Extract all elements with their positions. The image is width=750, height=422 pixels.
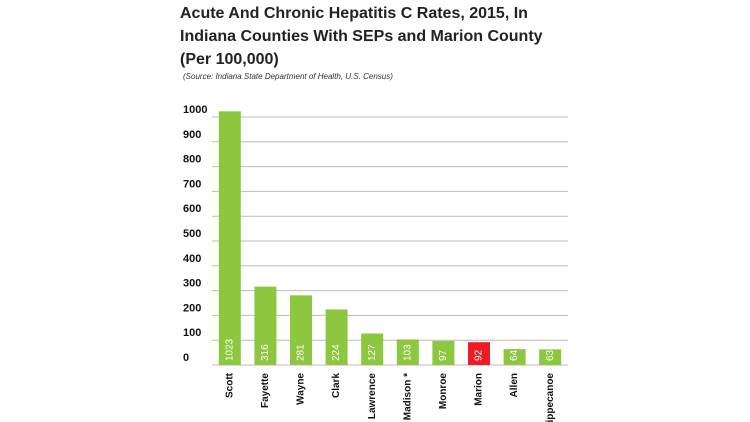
y-tick-label: 600: [183, 203, 201, 215]
value-label-3: 224: [331, 344, 342, 361]
y-tick-label: 700: [183, 178, 201, 190]
y-tick-label: 200: [183, 302, 201, 314]
bar-3: [325, 309, 348, 365]
value-label-4: 127: [367, 344, 378, 361]
bar-0: [218, 111, 241, 366]
y-tick-label: 0: [183, 352, 189, 364]
x-tick-label-3: Clark: [331, 373, 342, 398]
bar-9: [539, 349, 562, 365]
value-label-6: 97: [438, 349, 449, 361]
y-axis-ticks: 0 100 200 300 400 500 600 700 800 900 1000: [183, 104, 207, 364]
y-tick-label: 900: [183, 129, 201, 141]
value-label-0: 1023: [224, 338, 235, 361]
bar-6: [432, 340, 455, 365]
value-label-2: 281: [296, 344, 307, 361]
x-tick-label-7: Marion: [474, 373, 485, 406]
bar-4: [361, 333, 384, 365]
y-tick-label: 1000: [183, 104, 207, 116]
y-tick-label: 400: [183, 253, 201, 265]
bar-1: [254, 286, 277, 365]
value-label-1: 316: [260, 344, 271, 361]
x-tick-label-5: Madison *: [402, 373, 413, 420]
y-tick-label: 100: [183, 327, 201, 339]
chart-title: Acute And Chronic Hepatitis C Rates, 201…: [180, 5, 543, 68]
y-tick-label: 300: [183, 278, 201, 290]
x-tick-label-8: Allen: [509, 373, 520, 397]
x-tick-label-0: Scott: [224, 372, 235, 398]
bars: [218, 111, 562, 366]
x-tick-label-6: Monroe: [438, 373, 449, 410]
value-label-7: 92: [474, 349, 485, 361]
x-tick-label-9: Tippecanoe: [545, 373, 556, 422]
x-axis-ticks: Scott Fayette Wayne Clark Lawrence Madison * M…: [224, 372, 555, 422]
x-tick-label-4: Lawrence: [367, 373, 378, 420]
bar-2: [290, 295, 312, 365]
y-tick-label: 800: [183, 154, 201, 166]
y-tick-label: 500: [183, 228, 201, 240]
bar-5: [396, 339, 419, 365]
bar-8: [503, 349, 526, 365]
x-tick-label-1: Fayette: [260, 373, 271, 408]
bar-7: [468, 342, 490, 365]
value-label-5: 103: [402, 344, 413, 361]
chart-source: (Source: Indiana State Department of Hea…: [183, 72, 393, 81]
value-label-8: 64: [509, 349, 520, 361]
x-tick-label-2: Wayne: [296, 373, 307, 405]
value-label-9: 63: [545, 349, 556, 361]
value-labels: 1023 316 281 224 127 103 97 92 64 63: [224, 338, 555, 361]
